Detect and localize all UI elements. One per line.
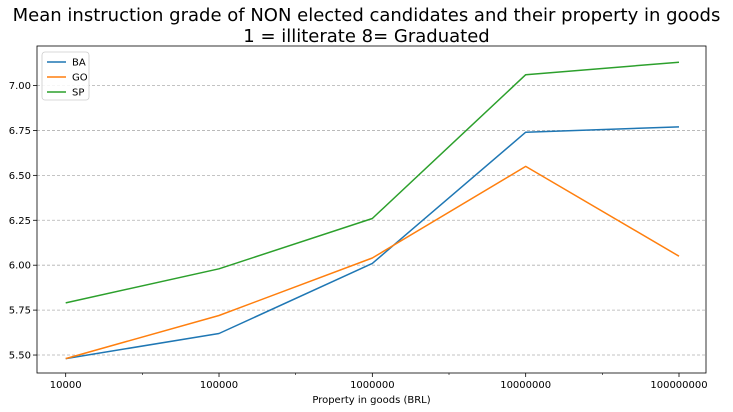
chart-title-line-2: 1 = illiterate 8= Graduated bbox=[243, 26, 490, 47]
series-lines bbox=[65, 61, 680, 360]
plot-frame bbox=[36, 45, 707, 374]
chart-title-line-1: Mean instruction grade of NON elected ca… bbox=[12, 5, 721, 26]
y-tick-label: 6.00 bbox=[9, 261, 31, 272]
y-tick-label: 6.50 bbox=[9, 171, 31, 182]
y-tick-label: 6.25 bbox=[9, 216, 31, 227]
x-tick-label: 100000000 bbox=[650, 380, 707, 391]
y-axis: 5.50 5.75 6.00 6.25 6.50 6.75 7.00 bbox=[9, 81, 37, 362]
legend-label-ba: BA bbox=[72, 58, 86, 69]
x-axis: 10000 100000 1000000 10000000 100000000 bbox=[50, 373, 708, 391]
series-line-go bbox=[65, 165, 680, 360]
series-line-sp bbox=[65, 61, 680, 304]
legend-box bbox=[41, 51, 90, 101]
y-tick-label: 5.50 bbox=[9, 351, 31, 362]
grid-lines bbox=[37, 85, 706, 356]
x-axis-label: Property in goods (BRL) bbox=[312, 395, 430, 406]
y-tick-label: 6.75 bbox=[9, 126, 31, 137]
legend-label-sp: SP bbox=[72, 88, 84, 99]
legend: BA GO SP bbox=[41, 51, 90, 101]
x-tick-label: 100000 bbox=[200, 380, 238, 391]
y-tick-label: 5.75 bbox=[9, 306, 31, 317]
x-tick-label: 10000000 bbox=[500, 380, 551, 391]
series-line-ba bbox=[65, 126, 680, 360]
y-tick-label: 7.00 bbox=[9, 81, 31, 92]
x-tick-label: 10000 bbox=[50, 380, 82, 391]
legend-label-go: GO bbox=[72, 73, 88, 84]
x-tick-label: 1000000 bbox=[350, 380, 395, 391]
